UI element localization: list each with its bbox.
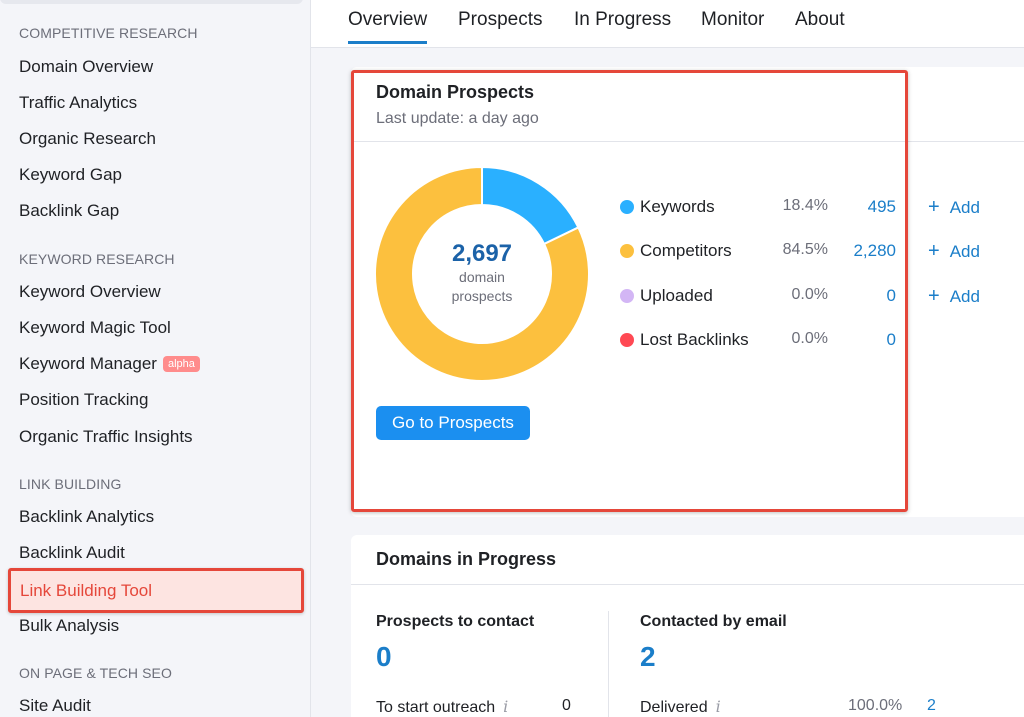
plus-icon: + <box>928 285 940 307</box>
sidebar-item-keyword-overview[interactable]: Keyword Overview <box>19 282 161 301</box>
competitors-dot-icon <box>620 244 634 258</box>
legend-percent: 18.4% <box>782 197 828 214</box>
card-title: Domain Prospects <box>376 82 535 102</box>
tab-bar: Overview Prospects In Progress Monitor A… <box>311 0 1024 48</box>
add-label: Add <box>949 198 980 217</box>
donut-slice-keywords[interactable] <box>481 166 580 246</box>
to-start-outreach-value: 0 <box>562 697 571 714</box>
sidebar-item-keyword-gap[interactable]: Keyword Gap <box>19 165 122 184</box>
plus-icon: + <box>928 196 940 218</box>
sidebar-item-keyword-manager[interactable]: Keyword Manager alpha <box>19 354 200 374</box>
total-label-line-2: prospects <box>451 288 513 304</box>
sidebar: COMPETITIVE RESEARCH Domain Overview Tra… <box>0 0 311 717</box>
card-title: Domains in Progress <box>376 549 557 569</box>
prospects-to-contact-value[interactable]: 0 <box>376 641 392 672</box>
divider <box>351 584 1024 585</box>
legend-row-uploaded: Uploaded 0.0% 0 + Add <box>620 284 1000 308</box>
sidebar-item-backlink-audit[interactable]: Backlink Audit <box>19 543 125 562</box>
section-heading-on-page-tech-seo: ON PAGE & TECH SEO <box>19 665 172 681</box>
sidebar-item-position-tracking[interactable]: Position Tracking <box>19 390 149 409</box>
sidebar-item-keyword-magic-tool[interactable]: Keyword Magic Tool <box>19 318 171 337</box>
sidebar-item-organic-traffic-insights[interactable]: Organic Traffic Insights <box>19 427 193 446</box>
sidebar-item-site-audit[interactable]: Site Audit <box>19 696 91 715</box>
prospects-to-contact-label: Prospects to contact <box>376 613 535 630</box>
delivered-row: Delivered i <box>640 697 721 717</box>
sidebar-item-domain-overview[interactable]: Domain Overview <box>19 57 154 76</box>
sidebar-item-label: Link Building Tool <box>20 581 152 600</box>
legend-label: Keywords <box>640 197 715 216</box>
row-label: Delivered <box>640 699 708 716</box>
domain-prospects-card: Domain Prospects Last update: a day ago <box>351 67 1024 517</box>
total-label-line-1: domain <box>459 269 505 285</box>
alpha-badge: alpha <box>162 356 200 372</box>
sidebar-item-organic-research[interactable]: Organic Research <box>19 129 157 148</box>
legend-row-lost-backlinks: Lost Backlinks 0.0% 0 <box>620 328 1000 352</box>
sidebar-item-traffic-analytics[interactable]: Traffic Analytics <box>19 93 138 112</box>
go-to-prospects-button[interactable]: Go to Prospects <box>376 406 530 440</box>
total-prospects-value: 2,697 <box>451 240 513 267</box>
legend-percent: 0.0% <box>791 330 828 347</box>
donut-slice-competitors[interactable] <box>374 166 590 382</box>
tab-about[interactable]: About <box>795 9 845 30</box>
domains-in-progress-card: Domains in Progress <box>351 535 1024 717</box>
legend-percent: 84.5% <box>782 241 828 258</box>
legend-label: Uploaded <box>640 286 713 305</box>
add-keywords-button[interactable]: + Add <box>928 196 980 219</box>
add-label: Add <box>949 242 980 261</box>
contacted-by-email-label: Contacted by email <box>640 613 787 630</box>
prospects-donut-chart <box>374 166 590 382</box>
sidebar-top-item[interactable] <box>0 0 303 4</box>
row-label: To start outreach <box>376 699 496 716</box>
add-label: Add <box>949 287 980 306</box>
tab-monitor[interactable]: Monitor <box>701 9 765 30</box>
sidebar-item-label: Keyword Manager <box>19 354 157 373</box>
sidebar-item-backlink-gap[interactable]: Backlink Gap <box>19 201 120 220</box>
legend-label: Competitors <box>640 241 732 260</box>
tab-in-progress[interactable]: In Progress <box>574 9 672 30</box>
delivered-percent: 100.0% <box>848 697 903 714</box>
delivered-count[interactable]: 2 <box>927 697 936 714</box>
tab-prospects[interactable]: Prospects <box>458 9 543 30</box>
add-competitors-button[interactable]: + Add <box>928 240 980 263</box>
to-start-outreach-row: To start outreach i <box>376 697 508 717</box>
legend-row-competitors: Competitors 84.5% 2,280 + Add <box>620 239 1000 263</box>
uploaded-dot-icon <box>620 289 634 303</box>
legend-count-link[interactable]: 0 <box>886 286 896 305</box>
section-heading-keyword-research: KEYWORD RESEARCH <box>19 251 175 267</box>
donut-center: 2,697 domain prospects <box>374 240 590 306</box>
legend-count-link[interactable]: 2,280 <box>853 241 896 260</box>
section-heading-link-building: LINK BUILDING <box>19 476 122 492</box>
lost-backlinks-dot-icon <box>620 333 634 347</box>
section-heading-competitive-research: COMPETITIVE RESEARCH <box>19 25 198 41</box>
divider <box>351 141 1024 142</box>
legend-count-link[interactable]: 495 <box>867 197 896 216</box>
legend-percent: 0.0% <box>791 286 828 303</box>
legend-row-keywords: Keywords 18.4% 495 + Add <box>620 195 1000 219</box>
contacted-by-email-value[interactable]: 2 <box>640 641 656 672</box>
sidebar-item-link-building-tool[interactable]: Link Building Tool <box>8 568 304 613</box>
legend-label: Lost Backlinks <box>640 330 749 349</box>
plus-icon: + <box>928 240 940 262</box>
column-divider <box>608 611 609 717</box>
info-icon[interactable]: i <box>503 697 509 716</box>
info-icon[interactable]: i <box>715 697 721 716</box>
sidebar-item-bulk-analysis[interactable]: Bulk Analysis <box>19 616 120 635</box>
legend-count-link[interactable]: 0 <box>886 330 896 349</box>
sidebar-item-backlink-analytics[interactable]: Backlink Analytics <box>19 507 155 526</box>
add-uploaded-button[interactable]: + Add <box>928 285 980 308</box>
last-update-text: Last update: a day ago <box>376 110 539 127</box>
keywords-dot-icon <box>620 200 634 214</box>
tab-overview[interactable]: Overview <box>348 9 428 44</box>
